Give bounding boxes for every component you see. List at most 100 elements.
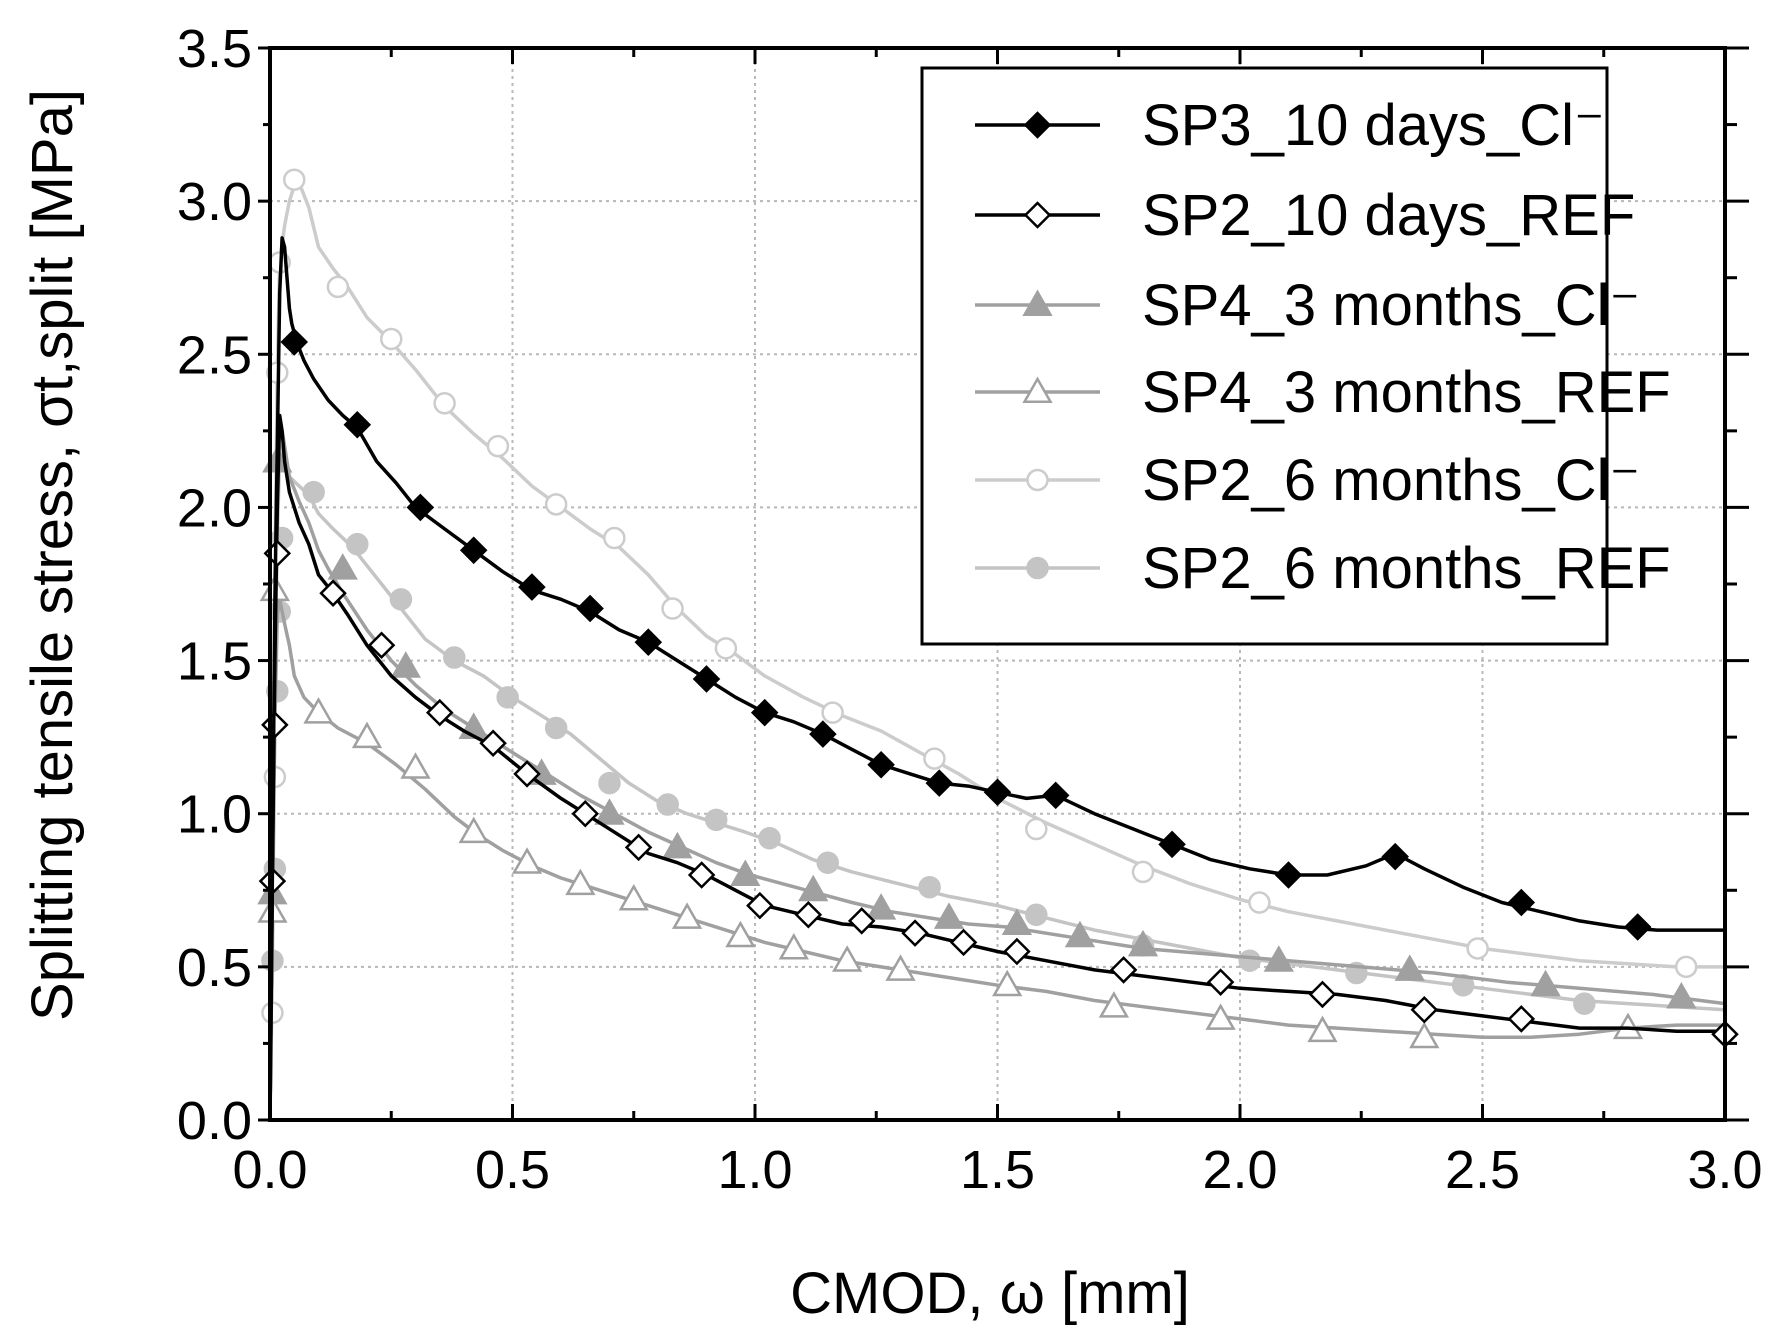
data-point — [821, 701, 844, 724]
data-point — [598, 771, 621, 795]
data-point — [618, 883, 649, 911]
data-point — [1025, 817, 1048, 841]
data-point — [390, 651, 421, 678]
data-point — [389, 588, 413, 611]
data-point — [1307, 1015, 1338, 1043]
y-tick-label: 0.0 — [177, 1091, 252, 1151]
ticks — [258, 46, 1749, 1122]
data-point — [1003, 937, 1031, 966]
data-point — [1394, 954, 1425, 981]
data-point — [687, 861, 716, 889]
legend-marker — [1026, 468, 1049, 492]
legend-marker — [1023, 111, 1052, 139]
data-point — [1127, 929, 1159, 957]
data-point — [816, 851, 839, 874]
data-point — [343, 410, 372, 439]
data-point — [280, 328, 309, 356]
data-point — [1409, 1021, 1440, 1049]
data-point — [1623, 913, 1652, 941]
data-point — [865, 893, 897, 920]
series-sp3-10-days-cl — [268, 236, 1725, 1121]
data-point — [1666, 981, 1697, 1009]
legend-marker — [1026, 556, 1049, 580]
data-point — [923, 747, 946, 770]
data-point — [885, 954, 916, 981]
data-point — [778, 932, 809, 960]
data-point — [1098, 991, 1130, 1018]
legend-label: SP2_6 months_REF — [1142, 536, 1671, 601]
data-point — [400, 752, 431, 779]
data-point — [496, 686, 519, 709]
data-point — [794, 901, 823, 929]
legend-label: SP4_3 months_REF — [1142, 360, 1671, 425]
data-point — [565, 868, 596, 896]
legend: SP3_10 days_Cl⁻ SP2_10 days_REF SP4_3 mont… — [920, 66, 1671, 646]
data-point — [1573, 992, 1596, 1015]
data-point — [1308, 980, 1337, 1009]
data-point — [458, 816, 489, 844]
data-point — [1025, 903, 1048, 927]
data-point — [624, 833, 653, 862]
data-point — [513, 760, 541, 788]
data-point — [1507, 1005, 1536, 1033]
series-sp2-10-days-ref — [258, 413, 1739, 1121]
y-tick-label: 0.5 — [177, 938, 252, 998]
data-point — [918, 875, 941, 899]
legend-item-sp3-10-days-cl: SP3_10 days_Cl⁻ — [975, 93, 1605, 158]
data-point — [367, 631, 396, 660]
data-point — [692, 665, 721, 693]
data-point — [798, 874, 829, 902]
data-point — [661, 597, 684, 620]
data-point — [704, 808, 728, 832]
data-point — [1530, 969, 1561, 997]
legend-marker — [1022, 289, 1053, 316]
data-point — [327, 553, 358, 580]
data-point — [725, 920, 756, 948]
series-line — [268, 413, 1725, 1121]
legend-item-sp4-3-months-ref: SP4_3 months_REF — [975, 360, 1671, 425]
data-point — [479, 729, 507, 758]
data-point — [949, 928, 978, 957]
data-point — [750, 698, 779, 727]
series-layer — [257, 168, 1739, 1121]
data-point — [746, 891, 774, 920]
data-point — [1001, 908, 1033, 935]
data-point — [714, 637, 738, 660]
data-point — [1238, 949, 1261, 972]
x-axis-label: CMOD, ω [mm] — [790, 1261, 1190, 1326]
legend-marker — [1022, 376, 1053, 403]
x-tick-label: 2.5 — [1445, 1140, 1520, 1200]
data-point — [809, 720, 837, 748]
legend-items: SP3_10 days_Cl⁻ SP2_10 days_REF SP4_3 mont… — [975, 93, 1671, 601]
data-point — [1507, 888, 1536, 917]
legend-label: SP2_10 days_REF — [1142, 183, 1635, 248]
y-tick-label: 2.5 — [177, 325, 252, 385]
data-point — [1205, 1003, 1236, 1030]
data-point — [511, 847, 543, 874]
data-point — [302, 480, 325, 504]
data-point — [319, 579, 347, 607]
data-point — [594, 798, 625, 825]
data-point — [1158, 830, 1186, 859]
data-point — [1381, 842, 1409, 871]
data-point — [303, 697, 334, 724]
legend-item-sp2-10-days-ref: SP2_10 days_REF — [975, 183, 1635, 248]
legend-item-sp2-6-months-cl: SP2_6 months_Cl⁻ — [975, 448, 1640, 513]
data-point — [758, 826, 781, 850]
data-point — [867, 750, 895, 779]
data-point — [486, 434, 510, 458]
data-point — [425, 698, 454, 727]
y-axis-label: Splitting tensile stress, σt,split [MPa] — [20, 89, 85, 1021]
data-point — [983, 778, 1012, 807]
data-point — [1674, 955, 1698, 979]
data-point — [518, 573, 546, 601]
data-point — [901, 919, 929, 947]
x-tick-label: 2.0 — [1202, 1140, 1277, 1200]
legend-label: SP3_10 days_Cl⁻ — [1142, 93, 1605, 158]
data-point — [1466, 937, 1489, 960]
data-point — [283, 168, 306, 191]
series-line — [268, 419, 1726, 1121]
data-point — [1248, 891, 1271, 914]
data-point — [933, 902, 965, 929]
data-point — [433, 392, 456, 415]
